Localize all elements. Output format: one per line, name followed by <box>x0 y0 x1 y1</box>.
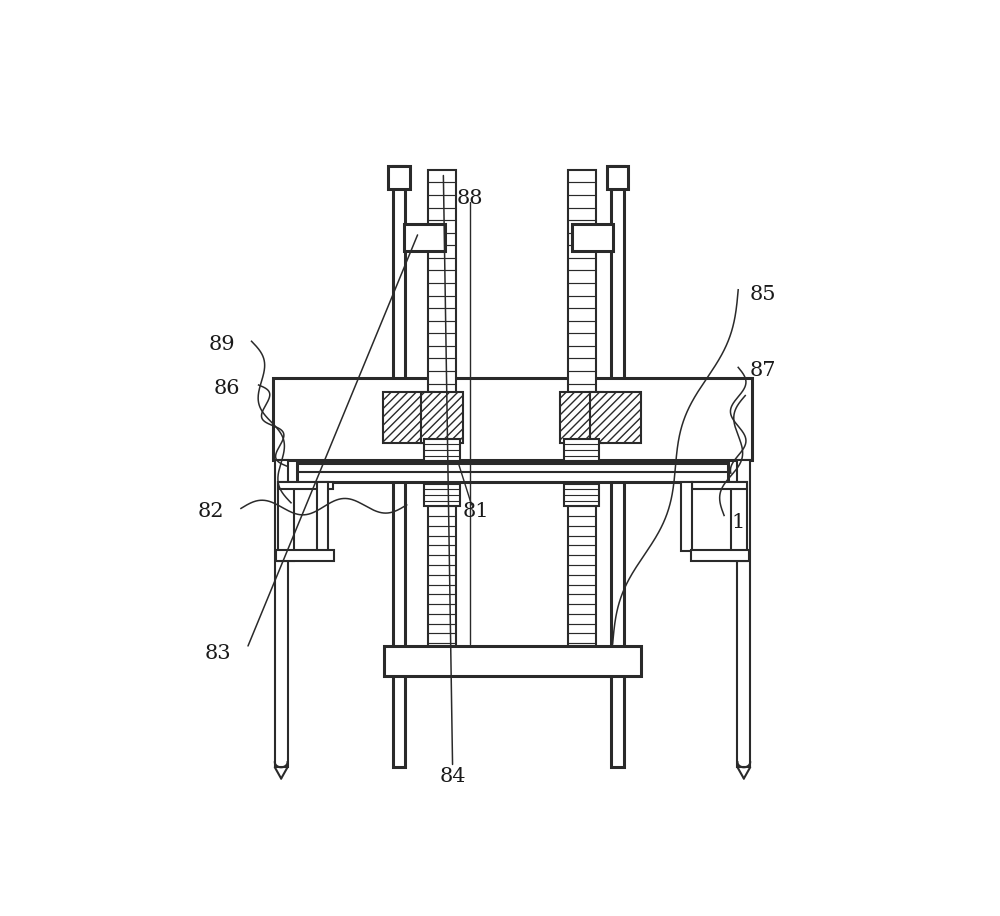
Text: 86: 86 <box>214 379 240 398</box>
Bar <box>278 483 333 489</box>
Text: 85: 85 <box>750 285 776 304</box>
Bar <box>278 483 294 562</box>
Bar <box>572 224 613 251</box>
Bar <box>564 484 599 507</box>
Bar <box>276 550 334 562</box>
Bar <box>384 646 641 676</box>
Bar <box>568 169 596 459</box>
Bar <box>692 483 747 489</box>
Bar <box>424 439 460 461</box>
Bar <box>428 507 456 653</box>
Text: 89: 89 <box>209 334 235 354</box>
Bar <box>388 167 410 189</box>
Text: 88: 88 <box>457 189 483 208</box>
Bar <box>560 392 603 443</box>
Bar <box>568 507 596 653</box>
Text: 1: 1 <box>732 513 745 532</box>
Bar <box>607 167 628 189</box>
Bar <box>404 224 445 251</box>
Text: 83: 83 <box>204 644 231 662</box>
Bar <box>691 550 749 562</box>
Bar <box>681 483 692 551</box>
Bar <box>428 169 456 459</box>
Bar <box>737 461 750 768</box>
Text: 82: 82 <box>197 503 224 521</box>
Bar <box>275 461 288 768</box>
Bar <box>383 392 434 443</box>
Bar <box>731 483 747 562</box>
Bar <box>611 167 624 768</box>
Bar <box>421 392 463 443</box>
Text: 81: 81 <box>463 503 489 521</box>
Bar <box>297 463 728 483</box>
Bar <box>590 392 641 443</box>
Bar <box>317 483 328 551</box>
Bar <box>424 484 460 507</box>
Bar <box>393 167 405 768</box>
Bar <box>564 439 599 461</box>
Bar <box>273 378 752 461</box>
Text: 84: 84 <box>439 767 466 786</box>
Text: 87: 87 <box>750 362 776 380</box>
